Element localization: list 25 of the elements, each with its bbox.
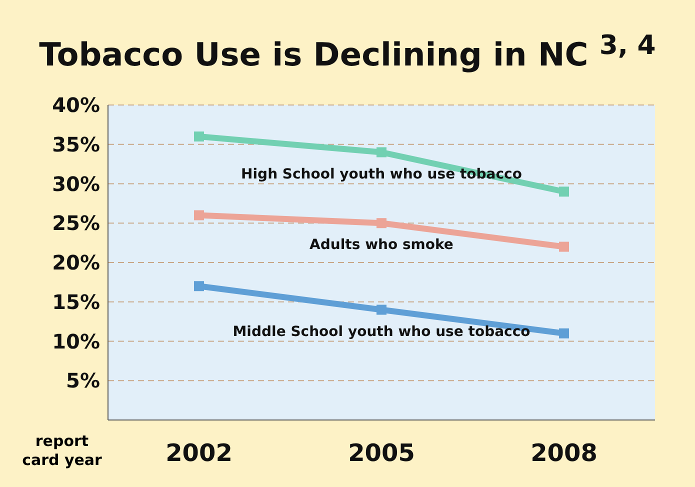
x-tick-label: 2005 bbox=[348, 439, 415, 468]
point bbox=[376, 304, 386, 315]
series-label: Middle School youth who use tobacco bbox=[232, 324, 531, 340]
x-tick-label: 2008 bbox=[530, 439, 598, 468]
point bbox=[559, 328, 569, 338]
series-label: High School youth who use tobacco bbox=[241, 166, 522, 182]
y-tick-label: 10% bbox=[52, 329, 100, 354]
y-tick-label: 30% bbox=[52, 172, 100, 196]
y-tick-label: 15% bbox=[52, 290, 100, 314]
y-tick-label: 25% bbox=[52, 211, 100, 236]
point bbox=[194, 210, 204, 220]
point bbox=[376, 147, 386, 158]
chart-title: Tobacco Use is Declining in NC $^{3, 4}$ bbox=[38, 30, 657, 74]
y-tick-label: 5% bbox=[66, 368, 100, 393]
point bbox=[376, 218, 386, 228]
y-tick-label: 40% bbox=[52, 93, 100, 118]
x-tick-label: 2002 bbox=[166, 439, 232, 468]
y-tick-label: 20% bbox=[52, 250, 100, 275]
point bbox=[194, 132, 204, 142]
y-tick-label: 35% bbox=[52, 132, 100, 156]
point bbox=[194, 281, 204, 292]
point bbox=[559, 186, 569, 197]
series-label: Adults who smoke bbox=[310, 237, 454, 254]
x-axis-title: report card year bbox=[22, 432, 102, 470]
point bbox=[559, 242, 569, 252]
